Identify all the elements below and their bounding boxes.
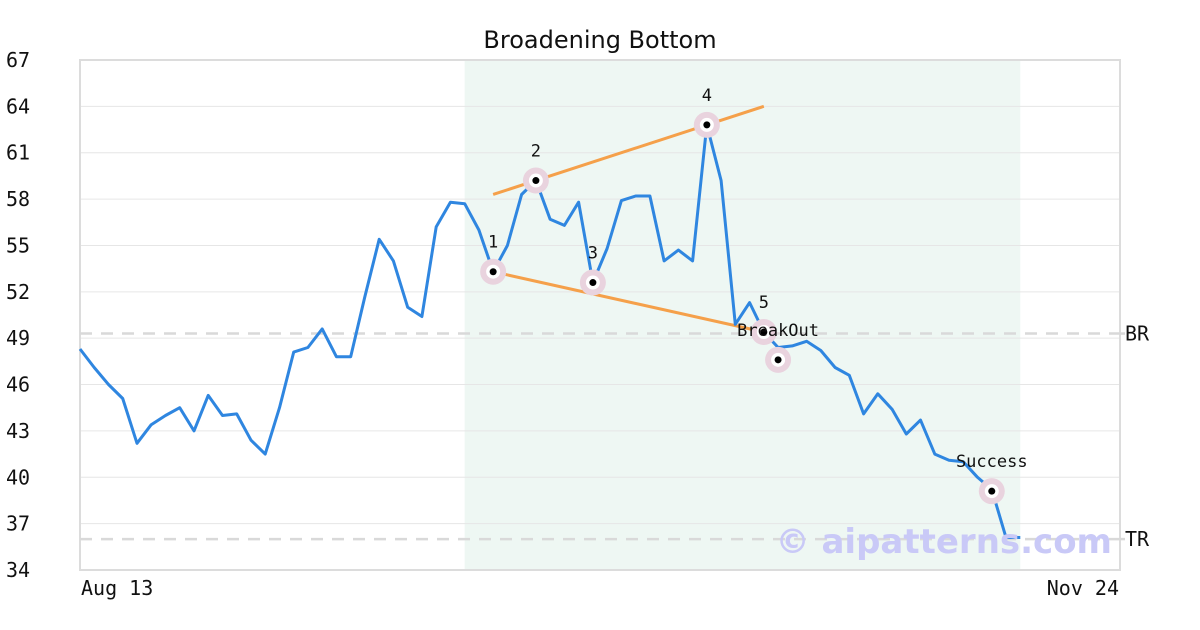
- x-tick-label: Nov 24: [1047, 576, 1119, 600]
- y-tick-label: 34: [6, 558, 30, 582]
- y-tick-label: 67: [6, 48, 30, 72]
- y-tick-label: 49: [6, 326, 30, 350]
- chart-title: Broadening Bottom: [483, 26, 716, 54]
- marker-dot: [703, 121, 711, 129]
- y-tick-label: 43: [6, 419, 30, 443]
- reference-label-br: BR: [1125, 322, 1150, 346]
- y-tick-label: 40: [6, 465, 30, 489]
- marker-dot: [489, 268, 497, 276]
- marker-dot: [589, 279, 597, 287]
- y-tick-label: 64: [6, 94, 30, 118]
- marker-dot: [760, 328, 768, 336]
- marker-label: BreakOut: [737, 321, 819, 341]
- y-tick-label: 58: [6, 187, 30, 211]
- marker-label: 3: [588, 244, 598, 264]
- y-tick-label: 55: [6, 233, 30, 257]
- price-series-line: [78, 123, 1021, 539]
- x-tick-label: Aug 13: [81, 576, 153, 600]
- marker-label: 1: [488, 233, 498, 253]
- reference-label-tr: TR: [1125, 527, 1150, 551]
- marker-dot: [988, 487, 996, 495]
- y-tick-label: 46: [6, 373, 30, 397]
- marker-label: Success: [956, 452, 1028, 472]
- watermark: © aipatterns.com: [776, 522, 1112, 562]
- y-tick-label: 61: [6, 141, 30, 165]
- marker-label: 5: [759, 293, 769, 313]
- y-tick-label: 37: [6, 512, 30, 536]
- y-tick-label: 52: [6, 280, 30, 304]
- trendline-lower: [492, 270, 765, 334]
- marker-label: 4: [702, 86, 712, 106]
- plot-frame: [79, 59, 1121, 571]
- marker-label: 2: [531, 142, 541, 162]
- marker-dot: [774, 356, 782, 364]
- marker-dot: [532, 177, 540, 185]
